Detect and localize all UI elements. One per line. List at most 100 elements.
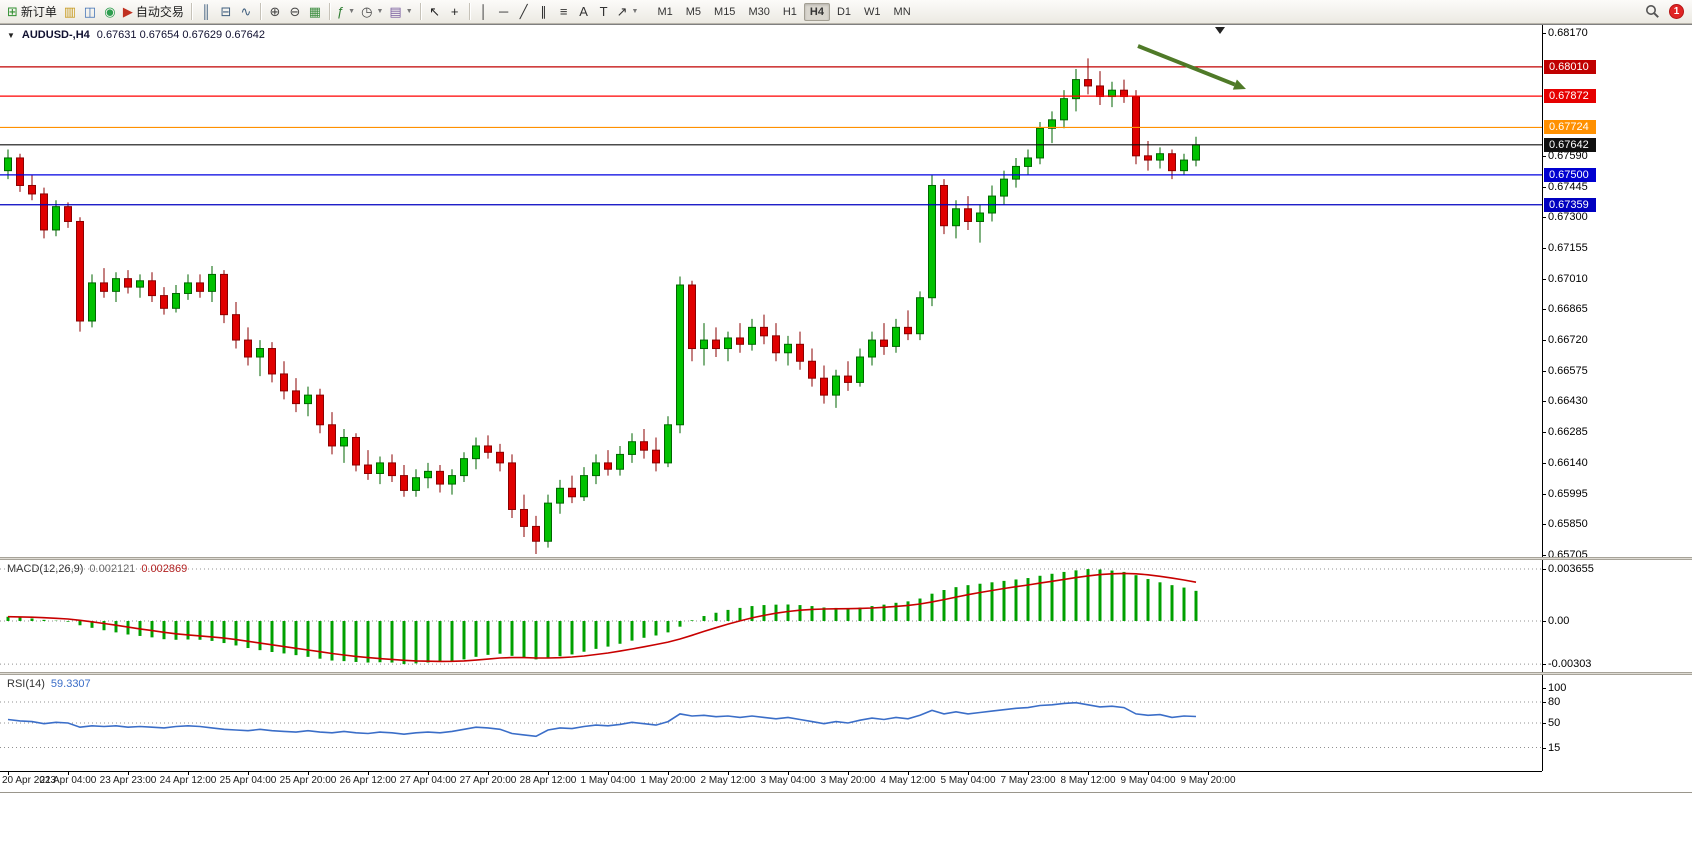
macd-main-value: 0.002121 [89, 563, 136, 575]
refresh-button[interactable]: ◉ [100, 2, 120, 22]
timeframe-m30[interactable]: M30 [748, 5, 770, 18]
label-button[interactable]: T [594, 2, 614, 22]
search-button[interactable] [1642, 2, 1663, 22]
zoom-in-button[interactable]: ⊕ [265, 2, 285, 22]
timeframe-h4[interactable]: H4 [803, 2, 830, 21]
scale-tick [1542, 688, 1546, 689]
timeframe-h1[interactable]: H1 [782, 5, 797, 18]
time-label: 1 May 20:00 [640, 775, 696, 786]
horizontal-line-button[interactable]: ─ [494, 2, 514, 22]
time-label: 9 May 20:00 [1180, 775, 1236, 786]
macd-panel-separator[interactable] [0, 557, 1692, 560]
time-label: 27 Apr 20:00 [459, 775, 517, 786]
timeframe-mn[interactable]: MN [893, 5, 911, 18]
rsi-tick: 50 [1548, 717, 1561, 729]
rsi-panel [0, 701, 1542, 748]
crosshair-button[interactable]: + [445, 2, 465, 22]
indicators-button[interactable]: ƒ ▼ [334, 2, 358, 22]
timeframe-m5[interactable]: M5 [685, 5, 702, 18]
time-label: 20 Apr 2023 [2, 775, 56, 786]
periods-button[interactable]: ◷ ▼ [358, 2, 386, 22]
chevron-down-icon: ▼ [376, 8, 384, 15]
time-tick [188, 772, 189, 775]
indicators-icon: ƒ [336, 4, 345, 19]
scale-tick [1542, 370, 1546, 372]
text-icon: A [579, 4, 588, 19]
toolbar: ⊞ 新订单 ▥ ◫ ◉ ▶ 自动交易 ║ ⊟ ∿ ⊕ ⊖ ▦ ƒ ▼ ◷ ▼ ▤ ▼ ↖ + │ ─ ╱ ∥ ≡ A T ↗ ▼ M1 M5… [0, 0, 1692, 24]
fibonacci-button[interactable]: ≡ [554, 2, 574, 22]
price-line-label-0.67724: 0.67724 [1544, 120, 1596, 135]
new-order-button[interactable]: ⊞ 新订单 [4, 2, 60, 22]
time-label: 8 May 12:00 [1060, 775, 1116, 786]
scale-tick [1542, 493, 1546, 495]
cursor-button[interactable]: ↖ [425, 2, 445, 22]
time-label: 27 Apr 04:00 [399, 775, 457, 786]
line-chart-button[interactable]: ∿ [236, 2, 256, 22]
chart-window: ▼ AUDUSD-,H4 0.67631 0.67654 0.67629 0.6… [0, 24, 1692, 793]
time-tick [68, 772, 69, 775]
text-button[interactable]: A [574, 2, 594, 22]
price-line-label-0.68010: 0.68010 [1544, 59, 1596, 74]
tile-windows-button[interactable]: ▦ [305, 2, 325, 22]
chevron-down-icon: ▼ [405, 8, 413, 15]
chart-symbol-label: AUDUSD-,H4 [21, 29, 90, 41]
time-label: 21 Apr 04:00 [39, 775, 97, 786]
scale-tick [1542, 747, 1546, 749]
time-tick [1148, 772, 1149, 775]
trendline-button[interactable]: ╱ [514, 2, 534, 22]
profiles-button[interactable]: ◫ [80, 2, 100, 22]
channel-icon: ∥ [540, 4, 547, 19]
charts-button[interactable]: ▥ [60, 2, 80, 22]
trendline-icon: ╱ [519, 4, 528, 19]
rsi-tick: 80 [1548, 696, 1561, 708]
time-label: 25 Apr 04:00 [219, 775, 277, 786]
templates-button[interactable]: ▤ ▼ [386, 2, 415, 22]
toolbar-separator [468, 3, 470, 20]
scale-tick [1542, 401, 1546, 403]
toolbar-separator [419, 3, 421, 20]
auto-trading-button[interactable]: ▶ 自动交易 [120, 2, 187, 22]
candlestick-chart-button[interactable]: ⊟ [216, 2, 236, 22]
arrows-button[interactable]: ↗ ▼ [614, 2, 642, 22]
rsi-panel-separator[interactable] [0, 672, 1692, 675]
time-label: 7 May 23:00 [1000, 775, 1056, 786]
timeframe-m15[interactable]: M15 [714, 5, 736, 18]
zoom-out-button[interactable]: ⊖ [285, 2, 305, 22]
rsi-tick: 15 [1548, 741, 1561, 754]
scale-tick [1542, 155, 1546, 157]
toolbar-left: ⊞ 新订单 ▥ ◫ ◉ ▶ 自动交易 ║ ⊟ ∿ ⊕ ⊖ ▦ ƒ ▼ ◷ ▼ ▤ ▼ ↖ + │ ─ ╱ ∥ ≡ A T ↗ ▼ [4, 0, 641, 24]
scale-tick [1542, 432, 1546, 434]
bar-chart-icon: ║ [201, 4, 211, 19]
time-tick [368, 772, 369, 775]
scale-tick [1542, 217, 1546, 219]
timeframe-m1[interactable]: M1 [657, 5, 673, 18]
timeframe-toolbar: M1 M5 M15 M30 H1 H4 D1 W1 MN [651, 2, 916, 21]
scale-tick [1542, 702, 1546, 703]
bar-chart-button[interactable]: ║ [196, 2, 216, 22]
time-label: 9 May 04:00 [1120, 775, 1176, 786]
time-tick [548, 772, 549, 775]
toolbar-separator [190, 3, 192, 20]
one-click-trading-toggle[interactable]: ▼ [7, 30, 15, 40]
chart-shift-marker[interactable] [1215, 27, 1225, 34]
timeframe-d1[interactable]: D1 [836, 5, 852, 18]
timeframe-w1[interactable]: W1 [864, 5, 881, 18]
arrow-annotation[interactable] [1137, 44, 1246, 90]
channel-button[interactable]: ∥ [534, 2, 554, 22]
fibonacci-icon: ≡ [559, 4, 568, 19]
time-axis-border [0, 771, 1542, 772]
price-tick: 0.68170 [1548, 27, 1588, 39]
vertical-line-button[interactable]: │ [474, 2, 494, 22]
price-line-label-0.67872: 0.67872 [1544, 89, 1596, 104]
rsi-indicator-label: RSI(14) 59.3307 [7, 678, 91, 690]
price-tick: 0.66285 [1548, 426, 1588, 439]
time-label: 25 Apr 20:00 [279, 775, 337, 786]
template-icon: ▤ [389, 4, 402, 19]
macd-tick: 0.00 [1548, 615, 1570, 627]
time-tick [428, 772, 429, 775]
refresh-icon: ◉ [104, 4, 116, 19]
notification-badge[interactable]: 1 [1669, 4, 1684, 19]
rsi-tick: 100 [1548, 682, 1567, 694]
price-tick: 0.67155 [1548, 241, 1588, 254]
macd-panel [0, 568, 1542, 665]
